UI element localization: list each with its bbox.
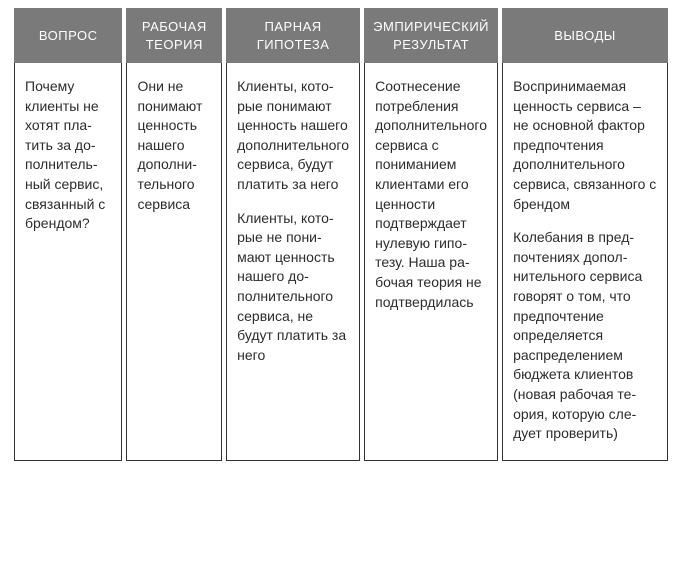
cell-working-theory: Они не понимают ценность нашего дополни­… xyxy=(126,63,222,461)
cell-text: Клиенты, кото­рые понимают ценность на­ш… xyxy=(237,77,349,195)
cell-conclusions: Воспринимаемая ценность сервиса – не осн… xyxy=(502,63,668,461)
cell-question: Почему клиенты не хотят пла­тить за до­п… xyxy=(14,63,122,461)
cell-empirical: Соотнесение потребления дополнитель­ного… xyxy=(364,63,498,461)
col-header-hypothesis: ПАРНАЯ ГИПОТЕЗА xyxy=(226,8,360,63)
cell-text: Воспринимаемая ценность сервиса – не осн… xyxy=(513,77,657,214)
col-header-conclusions: ВЫВОДЫ xyxy=(502,8,668,63)
table-row: Почему клиенты не хотят пла­тить за до­п… xyxy=(14,63,668,461)
cell-text: Почему клиенты не хотят пла­тить за до­п… xyxy=(25,77,111,234)
research-framework-table: ВОПРОС РАБОЧАЯ ТЕОРИЯ ПАРНАЯ ГИПОТЕЗА ЭМ… xyxy=(10,8,672,461)
col-header-working-theory: РАБОЧАЯ ТЕОРИЯ xyxy=(126,8,222,63)
col-header-empirical: ЭМПИРИЧЕСКИЙ РЕЗУЛЬТАТ xyxy=(364,8,498,63)
cell-hypothesis: Клиенты, кото­рые понимают ценность на­ш… xyxy=(226,63,360,461)
cell-text: Соотнесение потребления дополнитель­ного… xyxy=(375,77,487,312)
col-header-question: ВОПРОС xyxy=(14,8,122,63)
table-header: ВОПРОС РАБОЧАЯ ТЕОРИЯ ПАРНАЯ ГИПОТЕЗА ЭМ… xyxy=(14,8,668,63)
cell-text: Они не понимают ценность нашего дополни­… xyxy=(137,77,211,214)
cell-text: Клиенты, кото­рые не пони­мают ценность … xyxy=(237,209,349,366)
cell-text: Колебания в пред­почтениях допол­нительн… xyxy=(513,228,657,444)
